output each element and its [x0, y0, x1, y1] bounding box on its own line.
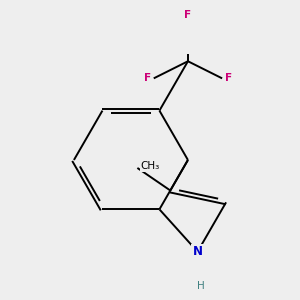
Text: H: H	[197, 281, 205, 291]
Text: F: F	[144, 73, 151, 83]
Text: CH₃: CH₃	[140, 161, 160, 171]
Text: N: N	[193, 245, 202, 258]
Text: F: F	[184, 10, 191, 20]
Text: F: F	[225, 73, 232, 83]
